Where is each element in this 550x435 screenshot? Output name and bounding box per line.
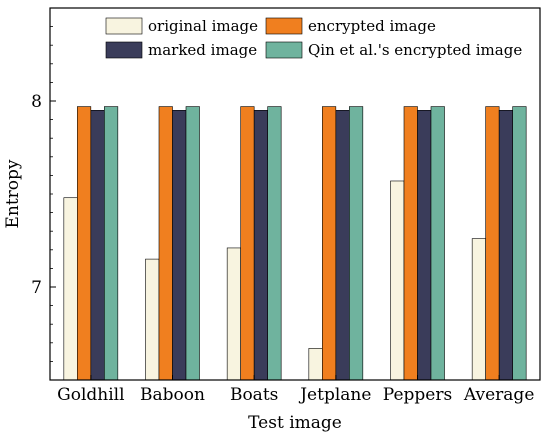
legend: original image encrypted image marked imag… (105, 17, 522, 59)
bar-average-series-3 (498, 110, 513, 381)
legend-label-series-4: Qin et al.'s encrypted image (308, 41, 522, 59)
x-axis-label: Test image (248, 413, 342, 433)
legend-label-series-2: encrypted image (308, 17, 436, 35)
y-tick-label: 8 (31, 92, 42, 112)
bar-goldhill-series-1 (63, 197, 78, 381)
x-tick-label: Jetplane (298, 385, 371, 405)
bar-peppers-series-4 (430, 106, 445, 381)
x-tick-label: Goldhill (57, 385, 124, 405)
y-axis-label: Entropy (3, 159, 23, 228)
bars-layer (63, 106, 527, 381)
bar-boats-series-2 (240, 106, 255, 381)
bar-jetplane-series-4 (349, 106, 364, 381)
bar-goldhill-series-4 (104, 106, 119, 381)
bar-boats-series-1 (226, 247, 241, 381)
bar-average-series-2 (485, 106, 500, 381)
legend-swatch-series-4 (265, 41, 303, 59)
bar-peppers-series-2 (403, 106, 418, 381)
bar-average-series-4 (512, 106, 527, 381)
legend-swatch-series-2 (265, 17, 303, 35)
bar-baboon-series-2 (158, 106, 173, 381)
bar-peppers-series-3 (417, 110, 432, 381)
bar-boats-series-4 (267, 106, 282, 381)
y-tick-label: 7 (31, 278, 42, 298)
legend-swatch-series-1 (105, 17, 143, 35)
bar-average-series-1 (471, 238, 486, 381)
x-tick-label: Peppers (383, 385, 452, 405)
bar-goldhill-series-3 (90, 110, 105, 381)
bar-boats-series-3 (253, 110, 268, 381)
bar-peppers-series-1 (390, 180, 405, 381)
plot-frame (49, 7, 541, 381)
bar-jetplane-series-1 (308, 348, 323, 381)
bar-jetplane-series-3 (335, 110, 350, 381)
legend-swatch-series-3 (105, 41, 143, 59)
bar-baboon-series-1 (145, 258, 160, 381)
bar-baboon-series-4 (185, 106, 200, 381)
x-tick-label: Boats (230, 385, 278, 405)
legend-label-series-1: original image (148, 17, 258, 35)
bar-baboon-series-3 (172, 110, 187, 381)
ticks-layer: Goldhill Baboon Boats Jetplane Peppers Averag… (31, 7, 534, 405)
bar-goldhill-series-2 (77, 106, 92, 381)
legend-label-series-3: marked image (148, 41, 257, 59)
x-tick-label: Baboon (140, 385, 205, 405)
bar-jetplane-series-2 (322, 106, 337, 381)
x-tick-label: Average (463, 385, 534, 405)
